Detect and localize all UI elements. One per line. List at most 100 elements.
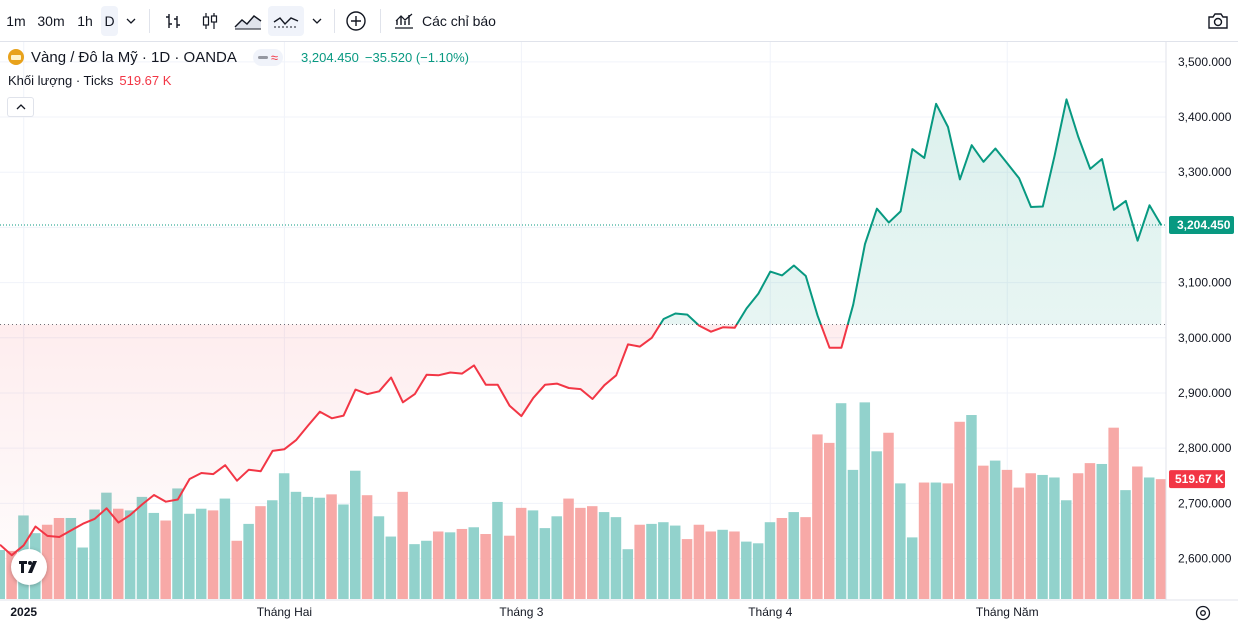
- interval-d-button[interactable]: D: [101, 6, 118, 36]
- volume-bar: [195, 508, 207, 599]
- volume-bar: [978, 465, 989, 599]
- volume-bar: [859, 402, 871, 599]
- volume-bar: [752, 543, 764, 599]
- symbol-title[interactable]: Vàng / Đô la Mỹ · 1D · OANDA: [31, 48, 237, 66]
- volume-bar: [705, 531, 716, 599]
- volume-bar: [1049, 477, 1060, 599]
- gear-icon: [1195, 605, 1211, 621]
- volume-bar: [966, 415, 977, 599]
- volume-bar: [1120, 490, 1131, 599]
- volume-bars: [0, 402, 1167, 599]
- volume-bar: [871, 451, 882, 599]
- market-status-pill[interactable]: ≈: [252, 48, 284, 66]
- y-tick-label: 3,100.000: [1178, 276, 1232, 290]
- bar-style-button[interactable]: [159, 6, 187, 36]
- time-scale[interactable]: 2025 Tháng Hai Tháng 3 Tháng 4 Tháng Năm: [10, 605, 1038, 619]
- volume-bar: [207, 510, 219, 599]
- volume-bar: [1061, 500, 1072, 599]
- volume-bar: [41, 524, 53, 599]
- toolbar-divider: [334, 9, 335, 33]
- volume-bar: [160, 520, 171, 599]
- y-tick-label: 2,600.000: [1178, 552, 1232, 566]
- volume-bar: [480, 534, 491, 599]
- volume-badge-label: 519.67 K: [1175, 472, 1224, 486]
- volume-bar: [658, 522, 669, 599]
- screenshot-button[interactable]: [1203, 6, 1233, 36]
- volume-bar: [101, 492, 112, 599]
- interval-dropdown-button[interactable]: [121, 6, 141, 36]
- price-area-down: [0, 324, 848, 556]
- camera-icon: [1208, 13, 1228, 29]
- chevron-up-icon: [16, 104, 25, 110]
- tradingview-logo-icon: [19, 561, 37, 573]
- volume-bar: [515, 507, 527, 599]
- volume-bar: [788, 512, 799, 599]
- indicators-button[interactable]: Các chỉ báo: [390, 6, 502, 36]
- volume-legend: Khối lượng · Ticks 519.67 K: [8, 73, 171, 88]
- volume-bar: [551, 516, 562, 599]
- chevron-down-icon: [126, 18, 136, 24]
- price-line-down: [0, 324, 849, 557]
- area-style-button[interactable]: [233, 6, 263, 36]
- volume-bar: [693, 524, 705, 599]
- interval-1h-button[interactable]: 1h: [77, 13, 93, 29]
- volume-bar: [148, 512, 160, 599]
- volume-bar: [0, 550, 5, 599]
- volume-bar: [219, 498, 231, 599]
- volume-bar: [492, 501, 503, 599]
- y-tick-label: 2,800.000: [1178, 441, 1232, 455]
- bar-style-icon: [166, 14, 180, 28]
- y-tick-label: 3,300.000: [1178, 165, 1232, 179]
- chart-style-dropdown-button[interactable]: [307, 6, 327, 36]
- collapse-legend-button[interactable]: [7, 97, 34, 117]
- compare-symbol-button[interactable]: [342, 6, 370, 36]
- volume-bar: [1025, 473, 1036, 599]
- add-compare-icon: [346, 11, 366, 31]
- volume-bar: [1132, 466, 1143, 599]
- price-markers: 3,204.450 519.67 K: [0, 215, 1234, 489]
- volume-bar: [1108, 427, 1119, 599]
- volume-bar: [895, 483, 906, 599]
- price-scale[interactable]: 2,600.000 2,700.000 2,800.000 2,900.000 3,00…: [1178, 55, 1232, 566]
- candles-style-button[interactable]: [196, 6, 224, 36]
- toolbar-divider: [149, 9, 150, 33]
- last-price-readout: 3,204.450: [301, 49, 359, 65]
- y-tick-label: 3,500.000: [1178, 55, 1232, 69]
- volume-bar: [456, 528, 468, 599]
- volume-bar: [326, 494, 337, 599]
- volume-bar: [918, 482, 930, 599]
- line-style-button[interactable]: [268, 6, 304, 36]
- volume-bar: [338, 504, 349, 599]
- dash-icon: [257, 55, 268, 59]
- tradingview-logo[interactable]: [11, 549, 47, 585]
- area-icon: [234, 15, 262, 30]
- volume-bar: [421, 540, 432, 599]
- volume-bar: [634, 524, 645, 599]
- volume-bar: [930, 482, 942, 599]
- chart-settings-button[interactable]: [1194, 604, 1212, 622]
- interval-1m-button[interactable]: 1m: [6, 13, 26, 29]
- price-area-up: [0, 99, 1162, 325]
- volume-bar: [444, 532, 456, 599]
- chevron-down-icon: [312, 18, 322, 24]
- interval-30m-button[interactable]: 30m: [37, 13, 65, 29]
- volume-bar: [942, 483, 953, 599]
- volume-bar: [53, 517, 65, 599]
- gold-symbol-icon: [8, 49, 24, 65]
- volume-bar: [172, 488, 183, 599]
- volume-bar: [622, 549, 634, 599]
- symbol-legend: Vàng / Đô la Mỹ · 1D · OANDA ≈ 3,204.450…: [8, 47, 469, 67]
- volume-bar: [255, 506, 266, 599]
- volume-bar: [385, 536, 397, 599]
- volume-bar: [646, 523, 657, 599]
- x-tick-label: Tháng 4: [748, 605, 792, 619]
- volume-bar: [124, 510, 136, 599]
- candles-icon: [202, 13, 218, 29]
- volume-bar: [717, 529, 728, 599]
- volume-bar: [65, 517, 77, 599]
- volume-bar: [409, 544, 420, 599]
- volume-bar: [77, 547, 88, 599]
- last-price-badge-label: 3,204.450: [1177, 218, 1231, 232]
- volume-bar: [361, 495, 373, 599]
